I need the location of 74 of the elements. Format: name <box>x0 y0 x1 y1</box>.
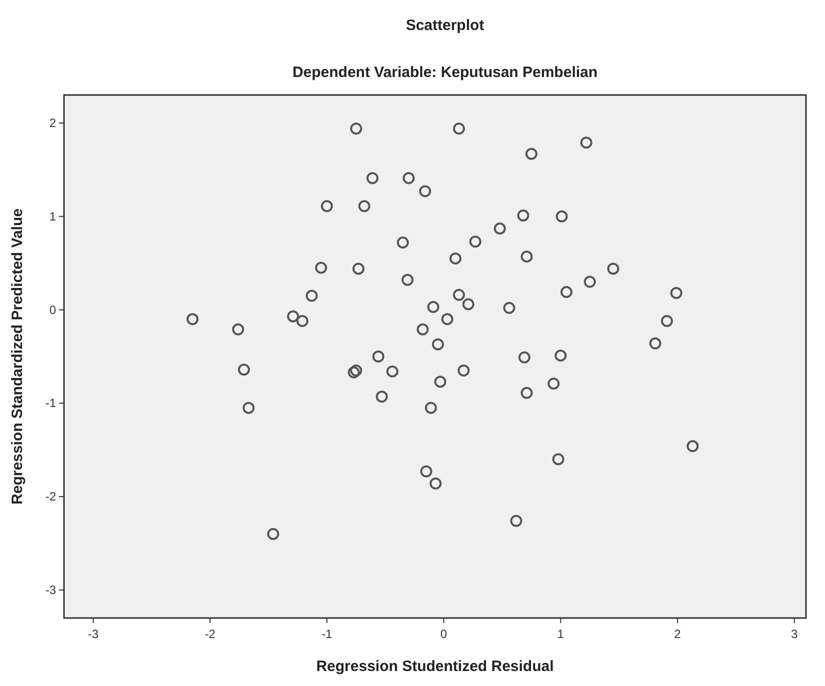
y-tick-label: -3 <box>45 582 56 597</box>
y-tick-label: -1 <box>45 396 56 410</box>
point <box>296 315 308 328</box>
point <box>420 465 432 478</box>
point <box>686 440 699 452</box>
point <box>520 386 533 399</box>
point <box>376 390 388 403</box>
point <box>396 236 409 249</box>
point <box>441 313 454 326</box>
x-tick-label: -1 <box>322 627 333 641</box>
y-axis-title: Regression Standardized Predicted Value <box>9 208 26 504</box>
point <box>462 298 474 310</box>
point <box>670 286 682 299</box>
point <box>306 290 318 302</box>
point <box>560 286 572 298</box>
point <box>416 323 429 336</box>
point <box>607 262 620 275</box>
point <box>315 262 328 274</box>
point <box>348 366 360 378</box>
x-tick-label: 3 <box>790 627 798 641</box>
x-axis-title: Regression Studentized Residual <box>316 658 554 675</box>
point <box>584 276 596 288</box>
point <box>427 301 440 313</box>
point <box>430 478 442 490</box>
point <box>556 210 568 222</box>
point <box>242 402 255 414</box>
point <box>232 323 244 336</box>
point <box>520 250 533 263</box>
point <box>358 200 370 212</box>
point <box>449 252 462 264</box>
point <box>267 528 280 540</box>
point <box>525 148 538 160</box>
point <box>402 172 415 184</box>
x-tick-label: -3 <box>88 627 99 641</box>
x-tick-label: 2 <box>674 627 682 641</box>
point <box>352 262 364 275</box>
point <box>287 310 300 322</box>
point <box>452 288 465 301</box>
x-tick-label: 1 <box>557 627 564 641</box>
point <box>350 364 362 377</box>
point <box>458 364 470 377</box>
point <box>510 514 522 527</box>
point <box>660 315 673 328</box>
point <box>503 302 516 314</box>
point <box>366 172 378 184</box>
point <box>452 122 465 135</box>
chart-subtitle: Dependent Variable: Keputusan Pembelian <box>292 64 598 81</box>
y-tick-label: -2 <box>45 490 56 504</box>
point <box>580 136 592 149</box>
point <box>320 200 333 212</box>
x-tick-label: 0 <box>440 627 448 641</box>
y-tick-label: 0 <box>49 302 56 317</box>
point <box>432 338 444 350</box>
point <box>552 453 564 466</box>
point <box>186 313 199 326</box>
point <box>517 209 530 222</box>
point <box>350 122 362 135</box>
point <box>424 402 437 414</box>
point <box>554 350 567 362</box>
point <box>469 236 482 248</box>
point <box>548 378 560 390</box>
x-tick-label: -2 <box>204 627 216 641</box>
point <box>386 365 398 378</box>
chart-title: Scatterplot <box>406 17 484 34</box>
point <box>372 350 384 362</box>
point <box>419 185 432 198</box>
point <box>518 351 530 364</box>
point <box>649 337 662 350</box>
point <box>494 222 506 235</box>
point <box>402 274 414 286</box>
point <box>434 376 446 388</box>
y-tick-label: 1 <box>49 209 56 224</box>
point <box>238 364 250 376</box>
y-tick-label: 2 <box>49 116 56 130</box>
